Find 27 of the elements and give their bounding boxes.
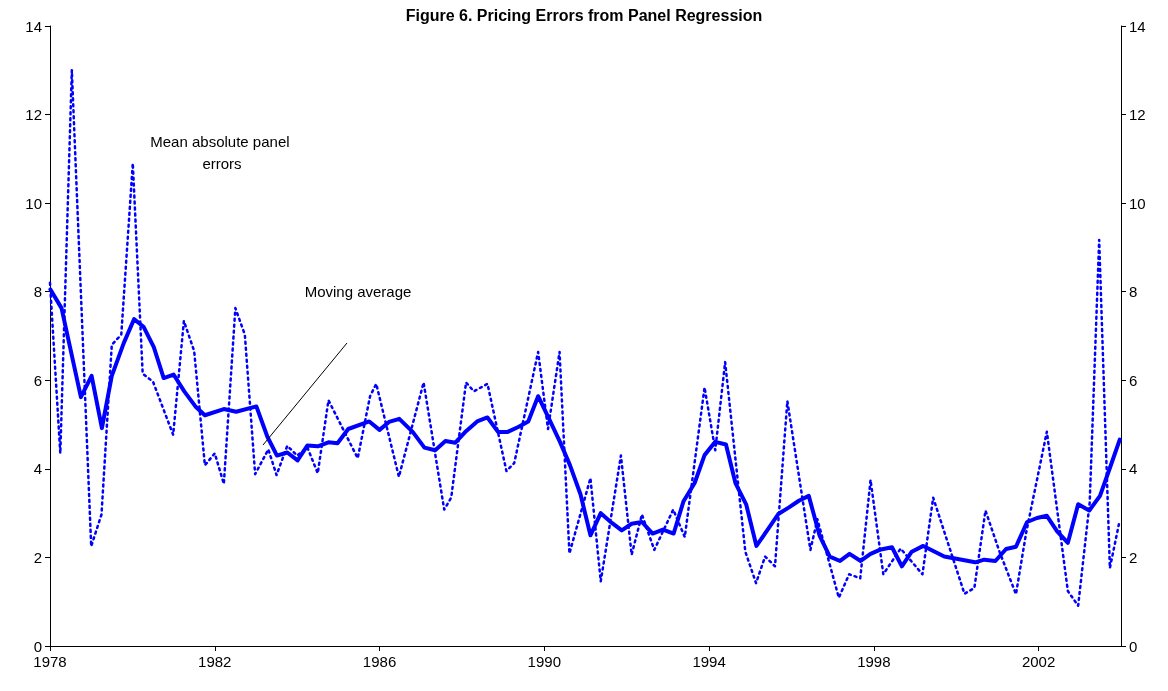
x-tick-label: 1982 [198,653,232,670]
annotation: Moving average [304,282,412,300]
line-series [48,69,1121,607]
y2-tick-label: 10 [1129,194,1146,212]
y2-tick-label: 12 [1129,106,1146,124]
y-tick-label: 4 [33,460,42,478]
x-tick-label: 1986 [362,653,397,670]
x-tick-label: 1994 [692,653,726,670]
y-tick-label: 12 [25,106,42,124]
y2-tick-label: 2 [1129,548,1138,566]
y-tick-label: 2 [33,548,42,566]
y2-tick-label: 6 [1129,371,1138,389]
annotation: Mean absolute panel errors [150,132,294,172]
y-tick-label: 0 [33,637,42,655]
y-tick-label: 14 [25,17,42,35]
x-tick-label: 1998 [857,653,891,670]
x-tick-label: 1990 [527,653,561,670]
y2-tick-label: 4 [1129,460,1138,478]
x-tick-label: 1978 [33,653,67,670]
y-tick-label: 10 [25,194,42,212]
y2-tick-label: 8 [1129,283,1138,301]
y2-tick-label: 14 [1129,17,1146,35]
x-tick-label: 2002 [1021,653,1056,670]
y2-tick-label: 0 [1129,637,1138,655]
y-tick-label: 8 [33,283,42,301]
y-tick-label: 6 [33,371,42,389]
chart-title: Figure 6. Pricing Errors from Panel Regression [405,6,763,24]
